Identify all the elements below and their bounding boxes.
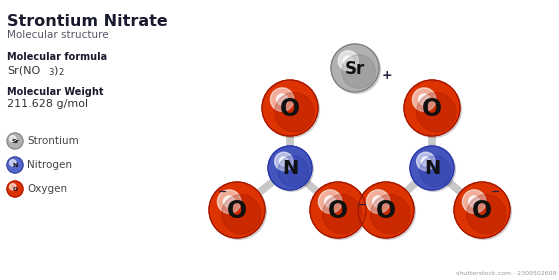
Circle shape (338, 51, 358, 71)
Text: Molecular structure: Molecular structure (7, 30, 108, 40)
Circle shape (325, 196, 336, 207)
Circle shape (269, 148, 314, 192)
Text: shutterstock.com · 2309502609: shutterstock.com · 2309502609 (456, 271, 556, 276)
Text: O: O (280, 97, 300, 120)
Text: O: O (12, 187, 18, 192)
Circle shape (221, 195, 261, 234)
Circle shape (274, 93, 314, 132)
Text: Oxygen: Oxygen (27, 184, 67, 194)
Circle shape (416, 152, 435, 171)
Circle shape (7, 157, 23, 173)
Circle shape (274, 152, 293, 171)
Text: O: O (227, 199, 247, 223)
Circle shape (209, 182, 265, 238)
Text: Molecular formula: Molecular formula (7, 52, 107, 62)
Circle shape (413, 88, 436, 111)
Circle shape (358, 182, 414, 238)
Circle shape (211, 183, 267, 239)
Circle shape (404, 80, 460, 136)
Circle shape (343, 56, 353, 66)
Circle shape (277, 94, 288, 105)
Text: Strontium Nitrate: Strontium Nitrate (7, 14, 168, 29)
Circle shape (405, 81, 462, 137)
Circle shape (366, 190, 390, 213)
Circle shape (416, 93, 456, 132)
Circle shape (411, 148, 456, 192)
Circle shape (217, 190, 241, 213)
Text: −: − (219, 187, 228, 197)
Text: O: O (472, 199, 492, 223)
Circle shape (10, 160, 16, 166)
Circle shape (331, 44, 379, 92)
Text: ): ) (53, 65, 58, 75)
Text: Sr: Sr (11, 139, 19, 144)
Circle shape (454, 182, 510, 238)
Circle shape (372, 196, 384, 207)
Circle shape (342, 55, 376, 88)
Text: N: N (282, 159, 298, 178)
Text: −: − (357, 200, 367, 210)
Text: 3: 3 (48, 68, 53, 77)
Circle shape (7, 181, 23, 197)
Circle shape (359, 183, 415, 239)
Text: O: O (328, 199, 348, 223)
Text: +: + (382, 69, 392, 82)
Circle shape (319, 190, 342, 213)
Circle shape (271, 88, 294, 111)
Circle shape (311, 183, 367, 239)
Circle shape (333, 46, 381, 94)
Circle shape (268, 146, 312, 190)
Circle shape (468, 196, 480, 207)
Circle shape (262, 80, 318, 136)
Circle shape (224, 196, 235, 207)
Text: O: O (422, 97, 442, 120)
Text: N: N (12, 163, 18, 168)
Text: 2: 2 (58, 68, 63, 77)
Circle shape (10, 136, 16, 142)
Circle shape (278, 156, 309, 187)
Circle shape (410, 146, 454, 190)
Circle shape (310, 182, 366, 238)
Text: Strontium: Strontium (27, 136, 79, 146)
Circle shape (7, 133, 23, 149)
Text: Sr(NO: Sr(NO (7, 65, 40, 75)
Circle shape (323, 195, 362, 234)
Circle shape (456, 183, 511, 239)
Circle shape (421, 157, 430, 166)
Circle shape (10, 184, 16, 190)
Circle shape (263, 81, 320, 137)
Circle shape (467, 195, 506, 234)
Text: −: − (491, 187, 501, 197)
Text: O: O (376, 199, 396, 223)
Text: Molecular Weight: Molecular Weight (7, 87, 103, 97)
Circle shape (371, 195, 410, 234)
Circle shape (280, 157, 288, 166)
Circle shape (419, 94, 430, 105)
Text: 211.628 g/mol: 211.628 g/mol (7, 99, 88, 109)
Circle shape (462, 190, 486, 213)
Text: N: N (424, 159, 440, 178)
Circle shape (420, 156, 451, 187)
Text: Nitrogen: Nitrogen (27, 160, 72, 170)
Text: Sr: Sr (345, 60, 365, 78)
